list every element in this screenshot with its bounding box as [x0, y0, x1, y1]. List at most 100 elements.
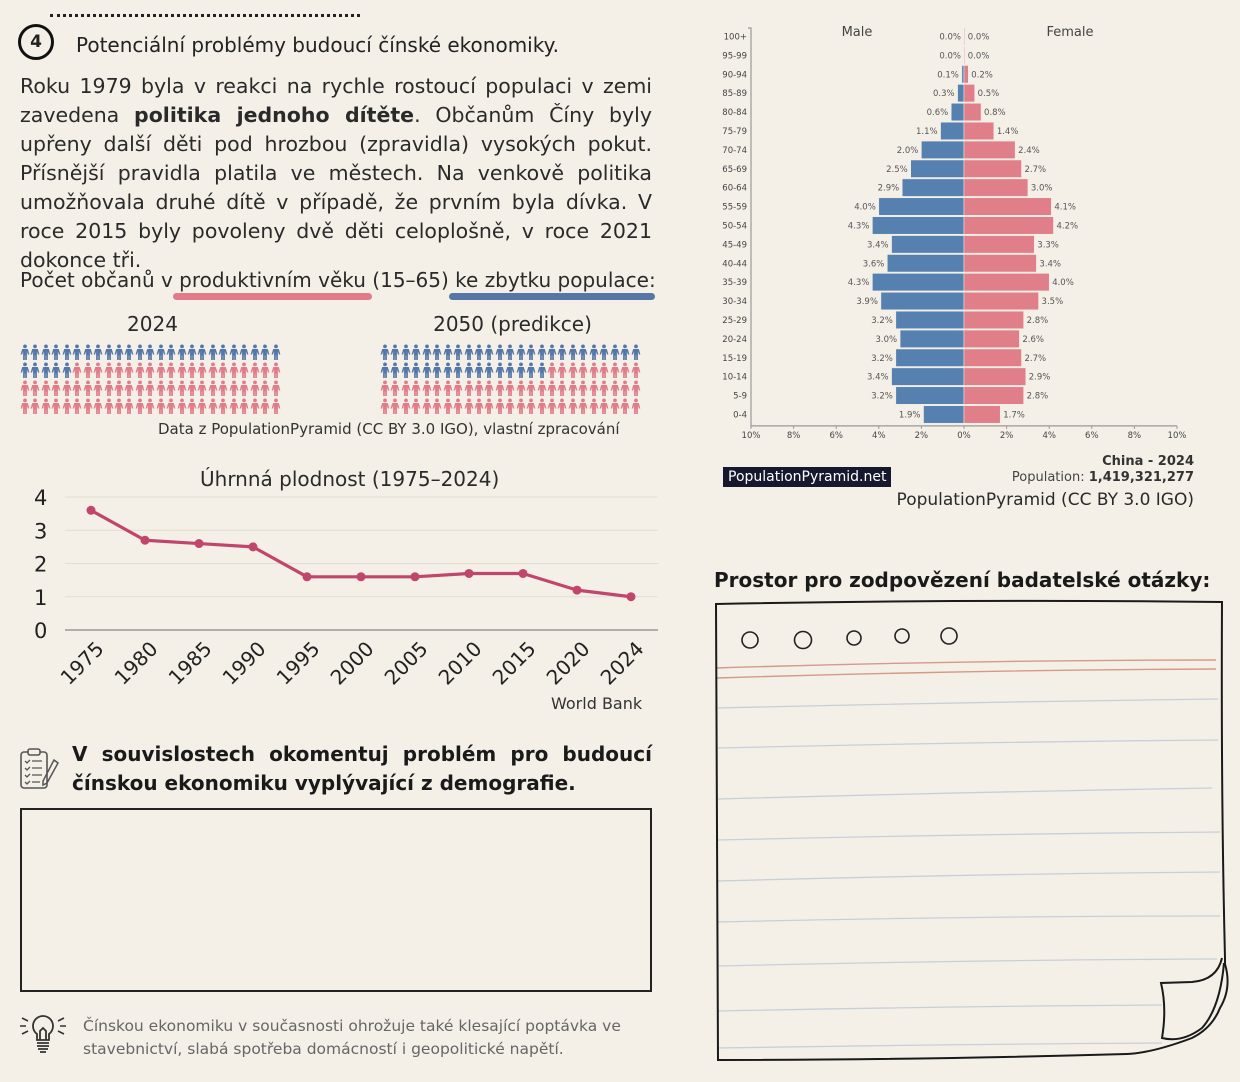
- female-value-label: 2.4%: [1018, 146, 1040, 156]
- person-icon-rest: [599, 344, 609, 360]
- age-group-label: 100+: [724, 32, 747, 42]
- person-icon-productive: [198, 380, 207, 396]
- female-value-label: 0.0%: [968, 32, 990, 42]
- person-icon-rest: [135, 344, 145, 360]
- person-icon-productive: [229, 398, 239, 414]
- ratio-heading-text: Počet občanů v: [20, 268, 180, 292]
- notebook-answer-area[interactable]: [712, 598, 1232, 1068]
- male-value-label: 2.0%: [897, 146, 919, 156]
- male-value-label: 3.4%: [867, 240, 889, 250]
- female-value-label: 1.7%: [1003, 410, 1025, 420]
- population-label: Population:: [1011, 470, 1085, 485]
- person-icon-productive: [124, 380, 134, 396]
- notebook-title: Prostor pro zodpovězení badatelské otázk…: [714, 568, 1211, 592]
- x-tick-label: 2015: [488, 637, 541, 690]
- person-icon-rest: [505, 344, 515, 360]
- x-tick-label: 2024: [596, 637, 649, 690]
- person-icon-productive: [156, 362, 166, 378]
- fertility-chart-source: World Bank: [551, 694, 643, 713]
- fertility-series-line: [90, 508, 632, 599]
- person-icon-productive: [505, 380, 515, 396]
- x-tick-label: 2005: [380, 637, 433, 690]
- person-icon-rest: [391, 344, 400, 360]
- person-icon-rest: [474, 362, 484, 378]
- person-icon-productive: [145, 398, 155, 414]
- male-value-label: 1.9%: [899, 410, 921, 420]
- person-icon-rest: [31, 344, 40, 360]
- person-icon-productive: [620, 362, 630, 378]
- notebook-outline: [714, 599, 1229, 1062]
- person-icon-productive: [83, 362, 93, 378]
- person-icon-productive: [260, 398, 270, 414]
- person-icon-productive: [208, 398, 218, 414]
- person-icon-rest: [422, 344, 432, 360]
- female-value-label: 0.5%: [978, 89, 1000, 99]
- person-icon-productive: [187, 398, 197, 414]
- person-icon-productive: [484, 398, 494, 414]
- male-bar: [887, 254, 965, 273]
- age-group-label: 55-59: [722, 203, 747, 213]
- female-bar: [963, 103, 982, 122]
- intro-text-2: . Občanům Číny byly upřeny další děti po…: [20, 103, 653, 272]
- male-value-label: 3.2%: [871, 354, 893, 364]
- female-bar: [963, 273, 1050, 292]
- female-value-label: 3.3%: [1037, 240, 1059, 250]
- person-icon-rest: [620, 344, 630, 360]
- person-icon-productive: [411, 398, 421, 414]
- pyramid-credit: PopulationPyramid (CC BY 3.0 IGO): [896, 490, 1194, 510]
- person-icon-rest: [41, 344, 51, 360]
- x-tick-label: 10%: [742, 431, 761, 441]
- person-icon-rest: [83, 344, 93, 360]
- male-bar: [921, 140, 965, 159]
- task-prompt: V souvislostech okomentuj problém pro bu…: [72, 742, 652, 795]
- person-icon-productive: [537, 398, 546, 414]
- person-icon-rest: [401, 362, 411, 378]
- female-bar: [963, 310, 1024, 329]
- person-icon-rest: [229, 344, 239, 360]
- person-icon-productive: [464, 398, 473, 414]
- person-icon-productive: [166, 398, 176, 414]
- person-icon-rest: [453, 344, 463, 360]
- x-tick-label: 1995: [272, 637, 325, 690]
- task-answer-field[interactable]: [20, 808, 652, 992]
- pyramid-population: Population: 1,419,321,277: [940, 470, 1194, 485]
- person-icon-productive: [177, 380, 186, 396]
- female-bar: [963, 121, 995, 140]
- person-icon-productive: [187, 380, 197, 396]
- person-icon-productive: [578, 380, 588, 396]
- male-value-label: 3.6%: [863, 259, 885, 269]
- female-bar: [963, 405, 1001, 424]
- age-group-label: 60-64: [722, 184, 747, 194]
- person-icon-productive: [51, 380, 61, 396]
- person-icon-grid: [380, 344, 645, 414]
- female-value-label: 4.2%: [1056, 221, 1078, 231]
- person-icon-productive: [484, 380, 494, 396]
- age-group-label: 90-94: [722, 70, 747, 80]
- person-icon-rest: [484, 362, 494, 378]
- person-icon-productive: [135, 380, 145, 396]
- person-icon-rest: [51, 362, 61, 378]
- x-tick-label: 2%: [915, 431, 929, 441]
- person-icon-productive: [156, 380, 166, 396]
- female-bar: [963, 254, 1037, 273]
- person-icon-rest: [578, 344, 588, 360]
- female-bar: [963, 235, 1035, 254]
- data-point: [86, 505, 96, 515]
- person-icon-productive: [516, 380, 526, 396]
- person-icon-productive: [610, 398, 620, 414]
- person-icon-productive: [83, 380, 93, 396]
- binder-hole-icon: [894, 628, 910, 644]
- person-icon-productive: [568, 362, 578, 378]
- data-point: [356, 572, 366, 582]
- ratio-heading-text: (15–65): [365, 268, 456, 292]
- person-icon-productive: [453, 380, 463, 396]
- male-bar: [895, 310, 965, 329]
- person-icon-rest: [239, 344, 249, 360]
- person-icon-productive: [260, 380, 270, 396]
- data-point: [626, 592, 636, 602]
- page-curl-icon: [1159, 957, 1225, 1041]
- x-tick-label: 2010: [434, 637, 487, 690]
- person-icon-productive: [432, 380, 442, 396]
- rest-population-highlight: ke zbytku populace: [449, 268, 655, 300]
- person-icon-rest: [558, 344, 567, 360]
